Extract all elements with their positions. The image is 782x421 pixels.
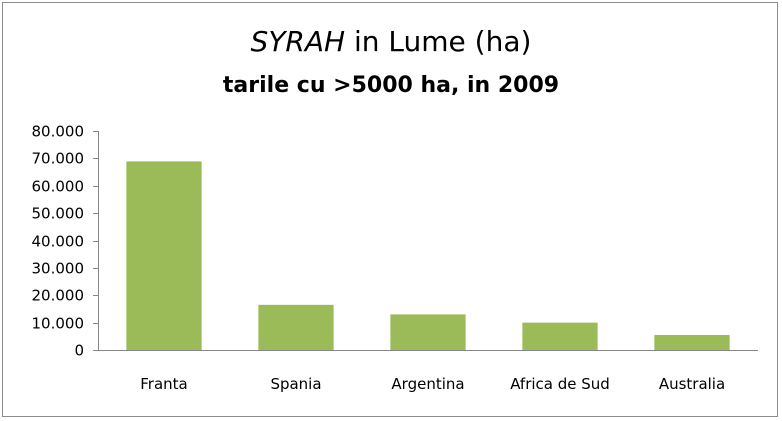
chart-subtitle: tarile cu >5000 ha, in 2009 bbox=[222, 73, 560, 98]
x-category-label: Argentina bbox=[391, 375, 464, 393]
y-tick-label: 30.000 bbox=[32, 260, 85, 278]
x-category-label: Franta bbox=[140, 375, 187, 393]
y-tick-label: 50.000 bbox=[32, 205, 85, 223]
y-tick-label: 70.000 bbox=[32, 150, 85, 168]
bar bbox=[522, 322, 598, 350]
chart-title-rest: in Lume (ha) bbox=[345, 25, 532, 58]
bar bbox=[126, 161, 202, 350]
x-category-label: Spania bbox=[270, 375, 321, 393]
bar bbox=[654, 334, 730, 350]
bar bbox=[390, 314, 466, 350]
y-tick-label: 0 bbox=[74, 342, 84, 360]
chart-title-emphasis: SYRAH bbox=[250, 25, 346, 58]
x-category-label: Africa de Sud bbox=[510, 375, 610, 393]
chart-title: SYRAH in Lume (ha) bbox=[3, 25, 779, 58]
bar bbox=[258, 304, 334, 350]
x-category-label: Australia bbox=[659, 375, 725, 393]
y-tick-label: 10.000 bbox=[32, 315, 85, 333]
y-tick-label: 60.000 bbox=[32, 178, 85, 196]
y-tick-label: 40.000 bbox=[32, 233, 85, 251]
y-tick-label: 20.000 bbox=[32, 287, 85, 305]
y-tick-label: 80.000 bbox=[32, 123, 85, 141]
